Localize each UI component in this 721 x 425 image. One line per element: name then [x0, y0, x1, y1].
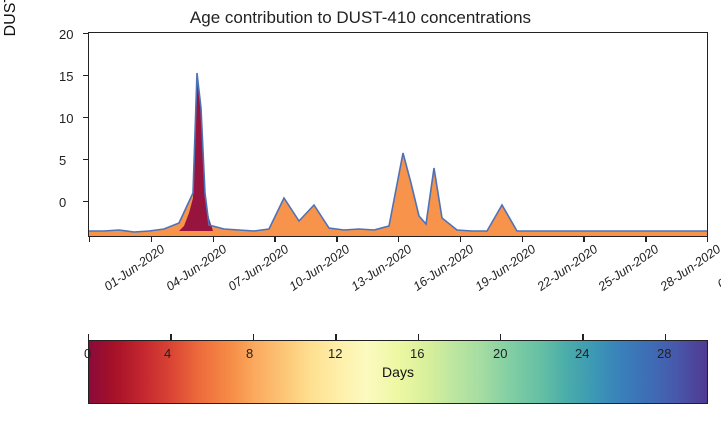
colorbar-svg	[89, 341, 707, 403]
colorbar-container[interactable]: Days 0 4 8 12 16 20 24 28	[88, 340, 706, 404]
xtick-mark-9	[645, 236, 646, 242]
ytick-5: 5	[59, 153, 66, 168]
cb-tick-label-16: 16	[410, 346, 424, 361]
xtick-label-8: 25-Jun-2020	[596, 242, 662, 294]
cb-tick-mark-16	[418, 334, 419, 340]
xtick-label-1: 04-Jun-2020	[163, 242, 229, 294]
cb-tick-label-0: 0	[84, 346, 91, 361]
ytick-20: 20	[59, 27, 73, 42]
xtick-label-6: 19-Jun-2020	[472, 242, 538, 294]
xtick-mark-4	[336, 236, 337, 242]
xtick-mark-7	[522, 236, 523, 242]
xtick-mark-0	[89, 236, 90, 242]
y-axis-label: DUST-410 concentration (ng m⁻³)	[2, 0, 22, 40]
cb-tick-label-4: 4	[164, 346, 171, 361]
xtick-label-2: 07-Jun-2020	[225, 242, 291, 294]
plot-area: 20 15 10 5 0 01-Jun-2020 04-J	[88, 32, 708, 237]
xtick-mark-5	[398, 236, 399, 242]
xtick-mark-1	[151, 236, 152, 242]
xtick-mark-10	[707, 236, 708, 242]
cb-tick-label-28: 28	[657, 346, 671, 361]
cb-tick-mark-0	[88, 334, 89, 340]
xtick-label-5: 16-Jun-2020	[411, 242, 477, 294]
cb-tick-mark-28	[665, 334, 666, 340]
cb-tick-mark-12	[335, 334, 336, 340]
ytick-0: 0	[59, 195, 66, 210]
colorbar-gradient[interactable]: Days	[88, 340, 708, 404]
cb-tick-mark-24	[582, 334, 583, 340]
cb-tick-mark-4	[170, 334, 171, 340]
ytick-15: 15	[59, 69, 73, 84]
xtick-label-3: 10-Jun-2020	[287, 242, 353, 294]
cb-tick-mark-8	[253, 334, 254, 340]
xtick-mark-2	[213, 236, 214, 242]
xtick-label-7: 22-Jun-2020	[534, 242, 600, 294]
orange-fill-series	[89, 73, 707, 236]
chart-root: Age contribution to DUST-410 concentrati…	[0, 0, 721, 425]
ytick-mark-15	[83, 75, 89, 76]
xtick-mark-8	[583, 236, 584, 242]
cb-tick-label-8: 8	[246, 346, 253, 361]
cb-tick-label-12: 12	[328, 346, 342, 361]
ytick-10: 10	[59, 111, 73, 126]
ytick-mark-0	[83, 201, 89, 202]
cb-tick-label-24: 24	[575, 346, 589, 361]
ytick-mark-20	[83, 33, 89, 34]
cb-tick-label-20: 20	[493, 346, 507, 361]
chart-title: Age contribution to DUST-410 concentrati…	[0, 8, 721, 28]
cb-tick-mark-20	[500, 334, 501, 340]
xtick-mark-6	[460, 236, 461, 242]
area-chart-svg	[89, 33, 707, 236]
xtick-mark-3	[274, 236, 275, 242]
colorbar-rect	[89, 341, 707, 403]
xtick-label-4: 13-Jun-2020	[349, 242, 415, 294]
ytick-mark-5	[83, 159, 89, 160]
xtick-label-9: 28-Jun-2020	[658, 242, 721, 294]
xtick-label-0: 01-Jun-2020	[102, 242, 168, 294]
ytick-mark-10	[83, 117, 89, 118]
